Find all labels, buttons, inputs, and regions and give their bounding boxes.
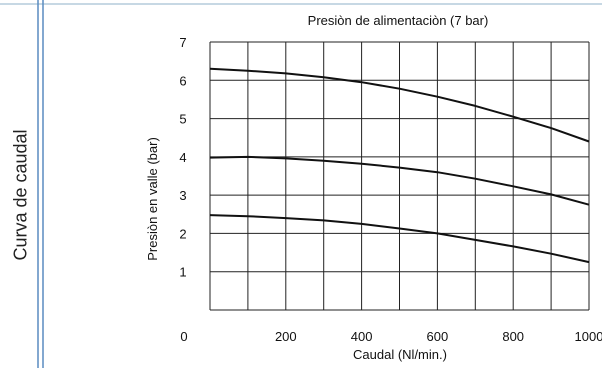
series-line — [209, 155, 590, 206]
x-tick-label: 800 — [502, 329, 524, 344]
y-tick-label: 2 — [179, 226, 186, 241]
y-tick-label: 3 — [179, 188, 186, 203]
x-tick-label: 400 — [351, 329, 373, 344]
y-tick-label: 1 — [179, 265, 186, 280]
y-tick-label: 7 — [179, 35, 186, 50]
x-tick-label: 1000 — [575, 329, 602, 344]
x-tick-label: 200 — [275, 329, 297, 344]
y-tick-label: 4 — [179, 150, 186, 165]
grid — [209, 41, 590, 311]
series-line — [209, 67, 590, 143]
chart-title: Presiòn de alimentaciòn (7 bar) — [308, 13, 489, 28]
x-tick-label: 0 — [180, 329, 187, 344]
y-axis-label: Presiòn en valle (bar) — [145, 137, 160, 261]
x-tick-label: 600 — [427, 329, 449, 344]
tick-labels: 1 2 3 4 5 6 7 0 200 400 600 800 1000 — [179, 35, 602, 344]
side-title: Curva de caudal — [10, 129, 31, 261]
y-tick-label: 6 — [179, 73, 186, 88]
y-tick-label: 5 — [179, 112, 186, 127]
series-lines — [209, 67, 590, 264]
x-axis-label: Caudal (Nl/min.) — [353, 347, 447, 362]
series-line — [209, 214, 590, 264]
